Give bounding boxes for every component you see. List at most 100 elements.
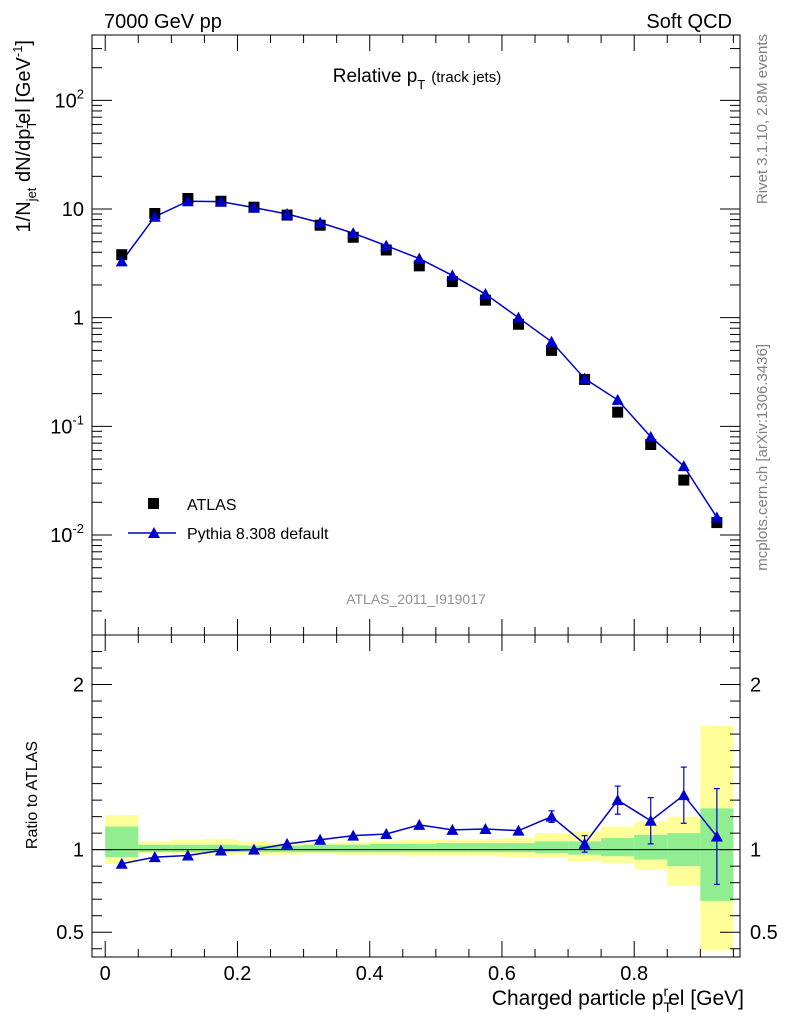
xlabel-part-b: T [663, 999, 672, 1015]
main-title: Relative pT (track jets) [333, 66, 501, 92]
ylabel-part-b: jet [24, 187, 39, 202]
ratio-y-tick-label-right: 1 [750, 840, 761, 862]
pythia-ratio-point [578, 837, 591, 849]
ratio-inner-band [535, 841, 569, 853]
header-right-label: Soft QCD [646, 11, 732, 33]
pythia-main-point [380, 239, 393, 251]
main-y-tick-label: 1 [73, 308, 84, 330]
legend-atlas-label: ATLAS [187, 497, 237, 514]
main-y-tick-label-exponent: -1 [72, 412, 84, 427]
ratio-y-tick-label-left: 0.5 [56, 922, 84, 944]
pythia-main-point [148, 210, 161, 222]
pythia-main-point [281, 208, 294, 220]
ylabel-part-g: -1 [10, 46, 25, 58]
ratio-y-tick-label-left: 2 [73, 675, 84, 697]
xlabel-part-d: el [GeV] [668, 987, 744, 1010]
pythia-main-point [314, 216, 327, 228]
x-tick-label: 0.6 [488, 963, 516, 985]
pythia-main-point [248, 201, 260, 213]
pythia-ratio-point [512, 824, 525, 836]
atlas-data-point [413, 260, 425, 272]
pythia-ratio-point [115, 857, 128, 869]
ratio-inner-band [601, 838, 635, 857]
atlas-data-point [479, 294, 491, 306]
pythia-main-line [121, 200, 718, 518]
main-y-tick-label-base: 10 [62, 199, 84, 221]
xlabel-part-a: Charged particle p [492, 987, 664, 1010]
pythia-ratio-point [181, 849, 194, 861]
pythia-ratio-point [413, 818, 426, 830]
pythia-main-point [611, 393, 624, 405]
pythia-ratio-point [479, 823, 492, 835]
ratio-inner-band [303, 844, 337, 853]
main-y-axis-label: 1/Njet dN/dpTrel [GeV-1] [10, 40, 39, 232]
ylabel-part-e: r [11, 123, 26, 128]
main-title-suffix: (track jets) [431, 69, 501, 86]
ylabel-part-f: el [GeV [13, 56, 35, 123]
xlabel-part-c: r [663, 983, 668, 999]
pythia-main-point [578, 372, 591, 384]
main-y-tick-label-base: 1 [73, 308, 84, 330]
main-title-text: Relative p [333, 66, 418, 87]
main-y-tick-label-exponent: -2 [72, 521, 84, 536]
ratio-plot-frame [91, 634, 741, 958]
pythia-main-point [710, 511, 723, 523]
x-tick-label: 0 [100, 963, 111, 985]
legend-atlas-marker [148, 498, 159, 509]
pythia-main-point [479, 288, 492, 300]
main-y-tick-label-base: 10 [50, 416, 72, 438]
atlas-data-point [512, 318, 524, 330]
ylabel-part-d: T [24, 121, 39, 129]
ratio-inner-band [501, 843, 536, 853]
ratio-y-tick-label-right: 2 [750, 675, 761, 697]
x-tick-label: 0.2 [224, 963, 252, 985]
x-axis-label: Charged particle pTrel [GeV] [492, 983, 744, 1015]
pythia-main-point [347, 227, 360, 239]
pythia-ratio-point [611, 794, 624, 806]
mcplots-label: mcplots.cern.ch [arXiv:1306.3436] [754, 344, 771, 571]
pythia-ratio-point [710, 830, 723, 842]
ratio-inner-band [171, 844, 205, 853]
main-axis-ticks [92, 34, 740, 635]
ylabel-part-a: 1/N [13, 201, 35, 232]
pythia-main-point [181, 195, 194, 207]
x-tick-labels: 0 0.2 0.4 0.6 0.8 [100, 963, 648, 985]
pythia-main-point [214, 195, 227, 207]
x-tick-label: 0.8 [620, 963, 648, 985]
atlas-data-point [116, 249, 128, 261]
pythia-ratio-point [347, 829, 360, 841]
main-y-tick-label: 10-2 [50, 521, 84, 547]
ratio-inner-band [336, 844, 370, 853]
pythia-main-point [115, 255, 128, 267]
main-y-tick-label-base: 10 [55, 90, 77, 112]
pythia-main-point [446, 269, 459, 281]
ylabel-part-h: ] [13, 40, 35, 46]
ratio-inner-band [402, 843, 436, 853]
pythia-ratio-point [214, 844, 227, 856]
pythia-ratio-point [644, 814, 657, 826]
atlas-data-point [645, 439, 657, 451]
pythia-ratio-point [545, 810, 558, 822]
legend: ATLAS Pythia 8.308 default [128, 497, 329, 543]
ratio-inner-band [435, 843, 469, 853]
atlas-data-point [446, 276, 458, 288]
atlas-data-point [612, 406, 624, 418]
main-y-tick-label: 10-1 [50, 412, 84, 438]
pythia-main-point [644, 430, 657, 442]
x-tick-label: 0.4 [356, 963, 384, 985]
main-series-layer [115, 193, 723, 529]
ratio-y-axis-label: Ratio to ATLAS [24, 741, 41, 849]
atlas-data-point [678, 474, 690, 486]
ratio-inner-band [468, 843, 502, 853]
pythia-main-point [677, 460, 690, 472]
pythia-ratio-point [677, 789, 690, 801]
pythia-ratio-point [248, 843, 260, 855]
ratio-y-tick-label-left: 1 [73, 840, 84, 862]
pythia-ratio-point [314, 833, 327, 845]
ratio-inner-band [105, 826, 139, 858]
main-y-tick-label-exponent: 2 [77, 86, 84, 101]
ratio-inner-band [369, 843, 403, 853]
rivet-label: Rivet 3.1.10, 2.8M events [754, 34, 771, 204]
ratio-inner-band [138, 844, 172, 853]
